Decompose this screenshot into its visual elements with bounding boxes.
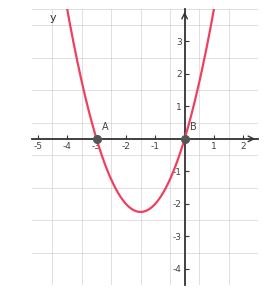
Text: A: A — [102, 122, 109, 132]
Text: y: y — [50, 13, 57, 23]
Text: B: B — [190, 122, 197, 132]
